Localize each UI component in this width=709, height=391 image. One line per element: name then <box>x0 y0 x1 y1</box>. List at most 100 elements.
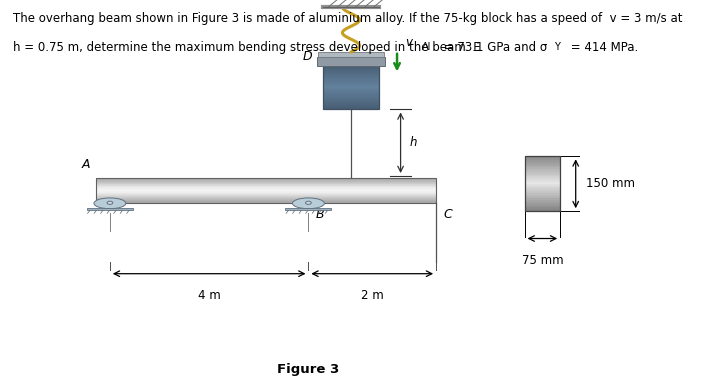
Polygon shape <box>96 192 436 193</box>
Polygon shape <box>525 169 560 171</box>
Text: = 414 MPa.: = 414 MPa. <box>567 41 638 54</box>
Polygon shape <box>525 187 560 189</box>
Polygon shape <box>96 179 436 180</box>
Polygon shape <box>323 88 379 90</box>
Polygon shape <box>96 195 436 196</box>
Polygon shape <box>525 178 560 180</box>
Polygon shape <box>525 184 560 186</box>
Polygon shape <box>323 84 379 86</box>
Polygon shape <box>525 193 560 195</box>
Polygon shape <box>525 176 560 178</box>
Polygon shape <box>96 186 436 187</box>
Text: h = 0.75 m, determine the maximum bending stress developed in the beam. E: h = 0.75 m, determine the maximum bendin… <box>13 41 481 54</box>
Polygon shape <box>96 201 436 202</box>
Ellipse shape <box>293 198 325 209</box>
Polygon shape <box>96 202 436 203</box>
Text: 75 mm: 75 mm <box>522 254 563 267</box>
Text: C: C <box>443 208 452 221</box>
Polygon shape <box>96 188 436 189</box>
Polygon shape <box>96 200 436 201</box>
Polygon shape <box>525 165 560 167</box>
Polygon shape <box>525 208 560 209</box>
Polygon shape <box>96 184 436 185</box>
Text: 2 m: 2 m <box>361 289 384 302</box>
Polygon shape <box>323 86 379 88</box>
Polygon shape <box>323 71 379 73</box>
Polygon shape <box>525 195 560 197</box>
Circle shape <box>306 201 311 204</box>
Text: v: v <box>406 36 413 49</box>
Polygon shape <box>96 182 436 183</box>
Polygon shape <box>525 173 560 175</box>
Polygon shape <box>86 208 133 210</box>
Polygon shape <box>525 202 560 204</box>
Polygon shape <box>285 208 332 210</box>
Polygon shape <box>323 108 379 109</box>
Circle shape <box>107 201 113 204</box>
Polygon shape <box>525 191 560 193</box>
Polygon shape <box>525 197 560 198</box>
Polygon shape <box>323 101 379 103</box>
Polygon shape <box>525 158 560 160</box>
Polygon shape <box>525 180 560 182</box>
Polygon shape <box>96 199 436 200</box>
Polygon shape <box>323 75 379 77</box>
Polygon shape <box>323 66 379 68</box>
Text: The overhang beam shown in Figure 3 is made of aluminium alloy. If the 75-kg blo: The overhang beam shown in Figure 3 is m… <box>13 12 682 25</box>
Text: 150 mm: 150 mm <box>586 177 635 190</box>
Polygon shape <box>323 79 379 82</box>
Polygon shape <box>525 198 560 200</box>
Polygon shape <box>96 197 436 198</box>
Text: = 73.1 GPa and σ: = 73.1 GPa and σ <box>440 41 547 54</box>
Polygon shape <box>525 160 560 162</box>
Polygon shape <box>96 187 436 188</box>
Polygon shape <box>323 99 379 101</box>
Text: D: D <box>302 50 312 63</box>
Polygon shape <box>323 73 379 75</box>
Polygon shape <box>525 156 560 158</box>
Text: 4 m: 4 m <box>198 289 220 302</box>
Polygon shape <box>96 198 436 199</box>
Text: Y: Y <box>554 42 560 52</box>
Ellipse shape <box>94 198 126 209</box>
Polygon shape <box>323 103 379 105</box>
Polygon shape <box>525 182 560 184</box>
Polygon shape <box>525 200 560 202</box>
Polygon shape <box>96 191 436 192</box>
Polygon shape <box>96 189 436 190</box>
Text: h: h <box>409 136 417 149</box>
Polygon shape <box>525 189 560 191</box>
Polygon shape <box>323 97 379 99</box>
Polygon shape <box>317 57 385 66</box>
Polygon shape <box>323 90 379 92</box>
Polygon shape <box>525 186 560 187</box>
Text: A: A <box>82 158 90 171</box>
Polygon shape <box>525 171 560 173</box>
Polygon shape <box>525 204 560 206</box>
Polygon shape <box>323 68 379 71</box>
Polygon shape <box>323 82 379 84</box>
Polygon shape <box>96 180 436 181</box>
Polygon shape <box>96 178 436 179</box>
Polygon shape <box>525 209 560 211</box>
Polygon shape <box>525 164 560 165</box>
Polygon shape <box>525 206 560 208</box>
Polygon shape <box>96 181 436 182</box>
Polygon shape <box>96 185 436 186</box>
Polygon shape <box>323 92 379 95</box>
Polygon shape <box>96 183 436 184</box>
Text: Figure 3: Figure 3 <box>277 363 340 376</box>
Polygon shape <box>96 194 436 195</box>
Polygon shape <box>96 190 436 191</box>
Polygon shape <box>525 175 560 176</box>
Text: B: B <box>316 208 324 221</box>
Polygon shape <box>96 196 436 197</box>
Polygon shape <box>323 105 379 108</box>
Text: Al: Al <box>422 42 431 52</box>
Polygon shape <box>96 193 436 194</box>
Polygon shape <box>323 77 379 79</box>
Polygon shape <box>318 52 384 57</box>
Polygon shape <box>525 167 560 169</box>
Polygon shape <box>323 95 379 97</box>
Polygon shape <box>525 162 560 164</box>
